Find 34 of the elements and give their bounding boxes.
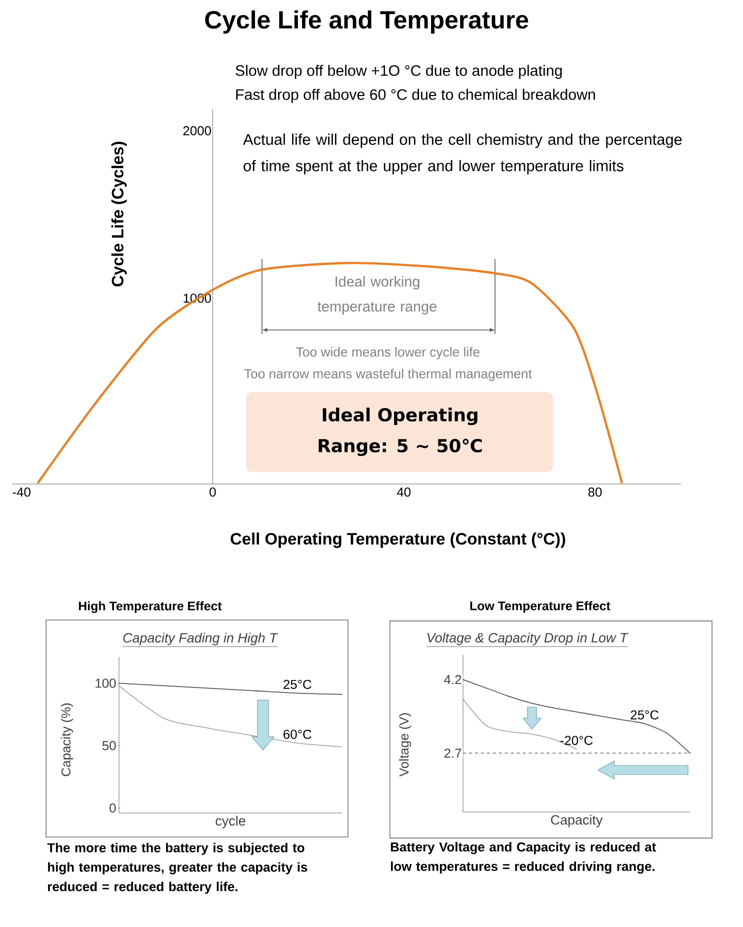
series-label: 25°C bbox=[630, 710, 659, 720]
chart-subtitle: Capacity Fading in High T bbox=[123, 632, 278, 646]
x-tick-label: 80 bbox=[588, 488, 602, 497]
series-label: 60°C bbox=[284, 730, 312, 739]
y-axis-title: Cycle Life (Cycles) bbox=[111, 142, 127, 286]
text: Battery Voltage and Capacity is reduced at low temperatures = reduced driving range. bbox=[390, 842, 656, 874]
x-tick-label: -40 bbox=[12, 488, 30, 497]
annotation: Ideal working temperature range bbox=[318, 276, 436, 314]
chart-title: Low Temperature Effect bbox=[470, 601, 610, 613]
chart-title: Cycle Life and Temperature bbox=[205, 10, 528, 34]
y-tick-label: 2000 bbox=[183, 126, 211, 136]
chart-title: High Temperature Effect bbox=[78, 601, 222, 613]
y-tick-label: 0 bbox=[110, 803, 116, 813]
annotation: Too narrow means wasteful thermal management bbox=[244, 368, 532, 382]
x-axis-title: cycle bbox=[216, 816, 246, 828]
annotation: Ideal Operating bbox=[322, 408, 478, 426]
series-label: 25°C bbox=[284, 680, 312, 689]
x-axis-title: Cell Operating Temperature (Constant (°C)) bbox=[230, 532, 566, 548]
y-tick-label: 50 bbox=[102, 741, 116, 750]
text: The more time the battery is subjected to high temperatures, greater the capacity is reduced = reduced battery life. bbox=[47, 842, 308, 894]
y-tick-label: 100 bbox=[96, 678, 116, 688]
y-tick-label: 2.7 bbox=[444, 748, 462, 758]
annotation: Actual life will depend on the cell chemistry and the percentage of time spent at the upper and lower temperature limits bbox=[243, 134, 682, 174]
text: Fast drop off above 60 °C due to chemical breakdown bbox=[236, 88, 595, 103]
series-label: -20°C bbox=[560, 736, 593, 745]
x-axis-title: Capacity bbox=[551, 814, 603, 828]
chart-subtitle: Voltage & Capacity Drop in Low T bbox=[428, 632, 628, 646]
y-axis-title: Voltage (V) bbox=[399, 713, 412, 776]
x-tick-label: 40 bbox=[396, 488, 411, 497]
y-tick-label: 4.2 bbox=[444, 675, 462, 684]
text: Slow drop off below +1O °C due to anode plating bbox=[236, 64, 562, 79]
annotation: Range: 5 ~ 50℃ bbox=[318, 438, 482, 456]
annotation: Too wide means lower cycle life bbox=[296, 346, 480, 360]
y-axis-title: Capacity (%) bbox=[61, 703, 74, 776]
